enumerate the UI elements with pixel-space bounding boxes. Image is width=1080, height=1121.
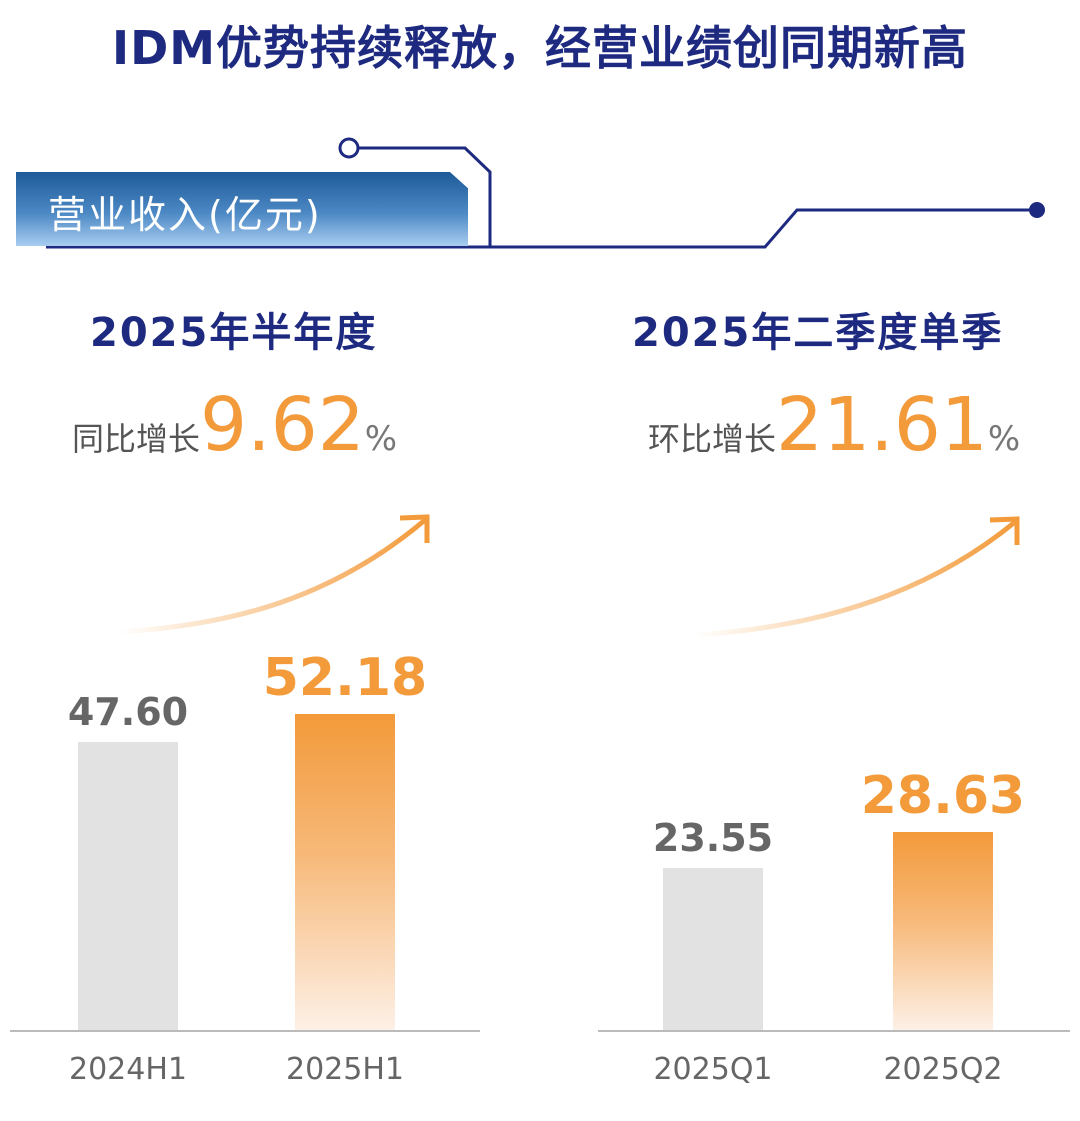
x-tick-label: 2024H1 — [69, 1052, 187, 1087]
bar — [663, 867, 763, 1030]
growth-label: 环比增长 — [648, 420, 777, 458]
data-label: 52.18 — [262, 648, 428, 709]
growth-unit: % — [987, 419, 1021, 459]
growth-unit: % — [364, 419, 398, 459]
data-label: 28.63 — [860, 766, 1026, 827]
arrow-up-icon — [694, 516, 1020, 638]
section-label: 营业收入(亿元) — [48, 193, 322, 237]
x-tick-label: 2025Q1 — [653, 1052, 773, 1087]
bar — [893, 832, 993, 1030]
data-label: 47.60 — [67, 689, 189, 734]
growth-value: 9.62 — [200, 382, 365, 468]
x-axis-line — [598, 1030, 1070, 1032]
section-banner: 营业收入(亿元) — [16, 172, 468, 246]
circuit-line-decoration — [46, 137, 1045, 249]
page-title: IDM优势持续释放，经营业绩创同期新高 — [111, 21, 969, 75]
data-label: 23.55 — [652, 815, 774, 860]
arrow-up-icon — [119, 514, 430, 635]
growth-label: 同比增长 — [72, 420, 201, 458]
chart-title-h1: 2025年半年度 — [90, 310, 378, 356]
chart-title-q2: 2025年二季度单季 — [632, 310, 1004, 356]
x-tick-label: 2025Q2 — [883, 1052, 1003, 1087]
x-axis-line — [10, 1030, 480, 1032]
growth-value: 21.61 — [776, 382, 988, 468]
x-tick-label: 2025H1 — [286, 1052, 404, 1087]
bar — [295, 714, 395, 1030]
growth-qoq: 环比增长 21.61 % — [648, 388, 1020, 462]
bar — [78, 741, 178, 1030]
growth-yoy: 同比增长 9.62 % — [72, 388, 397, 462]
